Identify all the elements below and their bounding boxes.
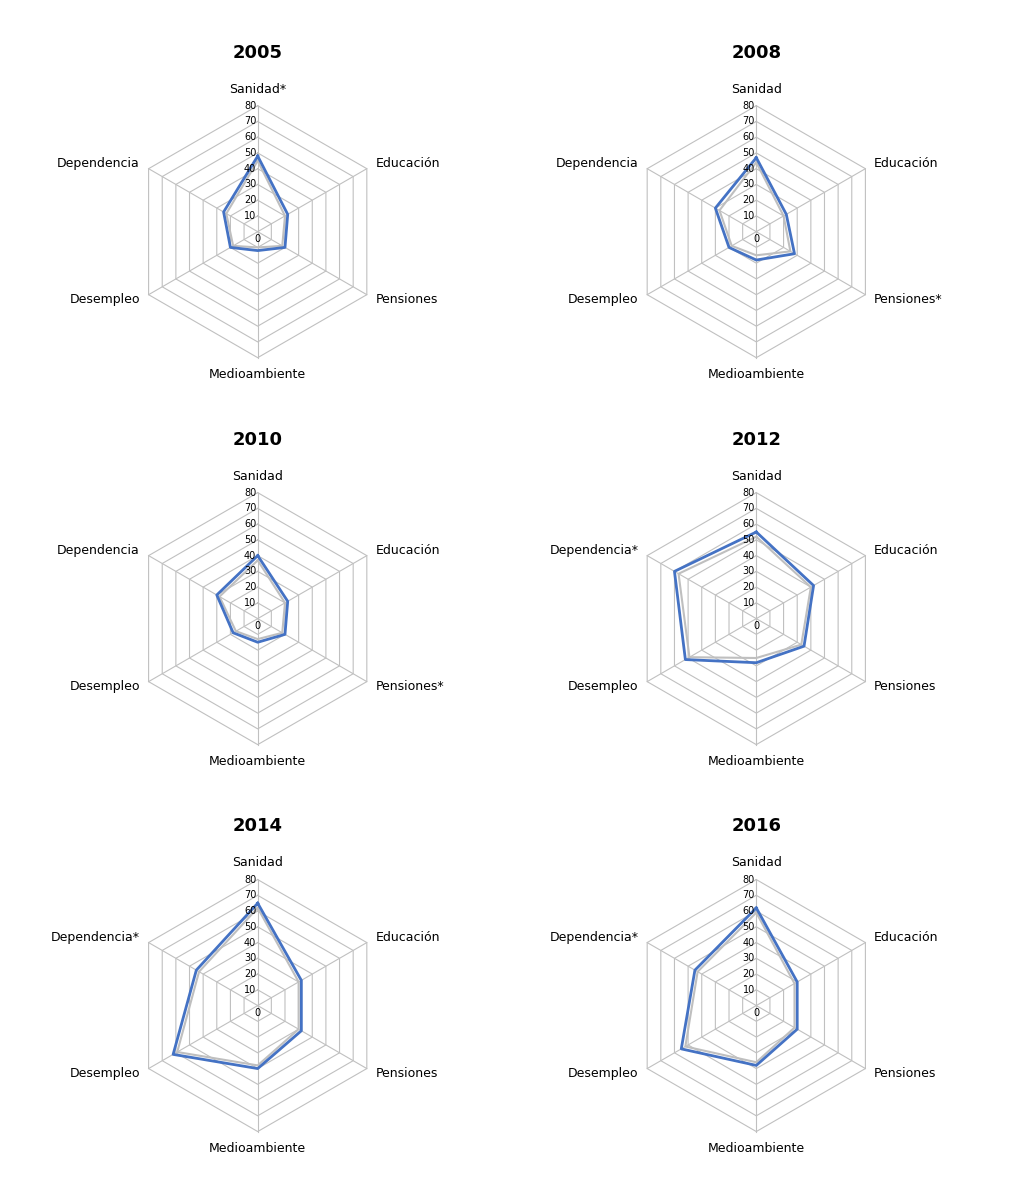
Text: Dependencia*: Dependencia* xyxy=(550,931,639,944)
Text: Dependencia: Dependencia xyxy=(556,157,639,170)
Text: 2010: 2010 xyxy=(232,431,283,449)
Text: Sanidad: Sanidad xyxy=(731,82,782,95)
Text: 30: 30 xyxy=(244,953,257,964)
Text: 50: 50 xyxy=(742,534,754,545)
Text: Pensiones: Pensiones xyxy=(375,1067,438,1081)
Text: 60: 60 xyxy=(742,906,754,916)
Text: Educación: Educación xyxy=(375,157,440,170)
Text: 0: 0 xyxy=(255,621,261,631)
Text: Sanidad: Sanidad xyxy=(232,470,283,483)
Text: 2014: 2014 xyxy=(232,818,283,835)
Text: 80: 80 xyxy=(244,488,257,497)
Text: 50: 50 xyxy=(742,148,754,158)
Text: 40: 40 xyxy=(244,551,257,560)
Text: 2005: 2005 xyxy=(232,44,283,62)
Text: 30: 30 xyxy=(742,953,754,964)
Text: Desempleo: Desempleo xyxy=(69,293,140,306)
Text: Dependencia*: Dependencia* xyxy=(550,544,639,557)
Text: Medioambiente: Medioambiente xyxy=(708,1141,805,1154)
Text: 40: 40 xyxy=(244,164,257,174)
Text: 2012: 2012 xyxy=(731,431,782,449)
Text: 80: 80 xyxy=(742,101,754,111)
Text: 80: 80 xyxy=(244,101,257,111)
Text: 80: 80 xyxy=(742,488,754,497)
Text: 20: 20 xyxy=(243,195,257,205)
Text: 10: 10 xyxy=(742,211,754,221)
Text: Medioambiente: Medioambiente xyxy=(209,368,306,381)
Text: 80: 80 xyxy=(742,875,754,884)
Text: 40: 40 xyxy=(742,938,754,947)
Text: 2008: 2008 xyxy=(731,44,782,62)
Text: Sanidad: Sanidad xyxy=(232,857,283,870)
Text: 70: 70 xyxy=(742,890,754,901)
Text: Medioambiente: Medioambiente xyxy=(708,754,805,768)
Text: Educación: Educación xyxy=(874,544,939,557)
Text: Educación: Educación xyxy=(874,931,939,944)
Text: 20: 20 xyxy=(243,582,257,593)
Text: 30: 30 xyxy=(244,566,257,576)
Text: Educación: Educación xyxy=(874,157,939,170)
Text: Pensiones*: Pensiones* xyxy=(874,293,943,306)
Text: Sanidad: Sanidad xyxy=(731,470,782,483)
Text: 60: 60 xyxy=(742,132,754,142)
Text: Sanidad*: Sanidad* xyxy=(229,82,286,95)
Text: 70: 70 xyxy=(742,117,754,126)
Text: 60: 60 xyxy=(244,906,257,916)
Text: 50: 50 xyxy=(742,922,754,932)
Text: 0: 0 xyxy=(753,234,759,244)
Text: 20: 20 xyxy=(243,969,257,979)
Text: Pensiones: Pensiones xyxy=(874,681,937,693)
Text: Sanidad: Sanidad xyxy=(731,857,782,870)
Text: 80: 80 xyxy=(244,875,257,884)
Text: 70: 70 xyxy=(243,117,257,126)
Text: Medioambiente: Medioambiente xyxy=(209,754,306,768)
Text: 20: 20 xyxy=(742,195,754,205)
Text: 30: 30 xyxy=(742,180,754,189)
Text: 60: 60 xyxy=(742,519,754,530)
Text: 0: 0 xyxy=(753,1008,759,1017)
Text: Dependencia: Dependencia xyxy=(57,157,140,170)
Text: 60: 60 xyxy=(244,519,257,530)
Text: 50: 50 xyxy=(243,148,257,158)
Text: 40: 40 xyxy=(742,551,754,560)
Text: 10: 10 xyxy=(742,985,754,995)
Text: Pensiones: Pensiones xyxy=(874,1067,937,1081)
Text: 70: 70 xyxy=(243,503,257,513)
Text: Medioambiente: Medioambiente xyxy=(209,1141,306,1154)
Text: Desempleo: Desempleo xyxy=(69,1067,140,1081)
Text: Dependencia*: Dependencia* xyxy=(51,931,140,944)
Text: 60: 60 xyxy=(244,132,257,142)
Text: Medioambiente: Medioambiente xyxy=(708,368,805,381)
Text: 50: 50 xyxy=(243,922,257,932)
Text: 50: 50 xyxy=(243,534,257,545)
Text: Educación: Educación xyxy=(375,931,440,944)
Text: 70: 70 xyxy=(243,890,257,901)
Text: 20: 20 xyxy=(742,582,754,593)
Text: Educación: Educación xyxy=(375,544,440,557)
Text: Pensiones*: Pensiones* xyxy=(375,681,444,693)
Text: 0: 0 xyxy=(753,621,759,631)
Text: Desempleo: Desempleo xyxy=(568,1067,639,1081)
Text: 40: 40 xyxy=(742,164,754,174)
Text: Desempleo: Desempleo xyxy=(568,293,639,306)
Text: 40: 40 xyxy=(244,938,257,947)
Text: 0: 0 xyxy=(255,234,261,244)
Text: Desempleo: Desempleo xyxy=(69,681,140,693)
Text: 10: 10 xyxy=(742,597,754,608)
Text: 30: 30 xyxy=(244,180,257,189)
Text: 10: 10 xyxy=(244,985,257,995)
Text: Pensiones: Pensiones xyxy=(375,293,438,306)
Text: 30: 30 xyxy=(742,566,754,576)
Text: 20: 20 xyxy=(742,969,754,979)
Text: 10: 10 xyxy=(244,211,257,221)
Text: 70: 70 xyxy=(742,503,754,513)
Text: Desempleo: Desempleo xyxy=(568,681,639,693)
Text: 10: 10 xyxy=(244,597,257,608)
Text: Dependencia: Dependencia xyxy=(57,544,140,557)
Text: 2016: 2016 xyxy=(731,818,782,835)
Text: 0: 0 xyxy=(255,1008,261,1017)
